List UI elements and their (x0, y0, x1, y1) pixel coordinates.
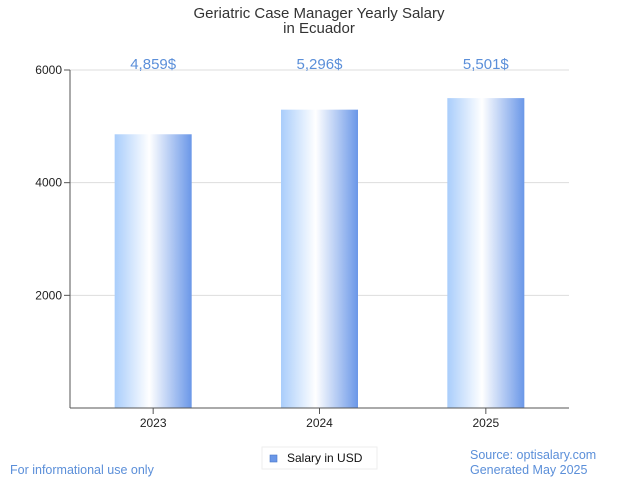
y-tick-label: 6000 (35, 63, 62, 77)
bar-2024 (281, 109, 358, 409)
data-labels: 4,859$ 5,296$ 5,501$ (130, 56, 509, 73)
data-label-2025: 5,501$ (463, 56, 510, 73)
x-tick-label: 2023 (140, 416, 167, 430)
y-tick-label: 2000 (35, 288, 62, 302)
chart-title-line-1: Geriatric Case Manager Yearly Salary (194, 5, 445, 22)
legend-swatch (269, 454, 278, 463)
bar-2023 (114, 134, 192, 408)
generated-text: Generated May 2025 (470, 463, 587, 477)
bar-2025 (447, 98, 525, 408)
axes: 2000 4000 6000 2023 2024 2025 (35, 63, 569, 430)
chart-title-line-2: in Ecuador (283, 20, 355, 37)
legend-label: Salary in USD (287, 451, 363, 465)
x-tick-label: 2024 (306, 416, 333, 430)
y-tick-label: 4000 (35, 176, 62, 190)
legend: Salary in USD (261, 446, 378, 470)
data-label-2024: 5,296$ (297, 56, 344, 73)
bars (114, 98, 525, 409)
source-text: Source: optisalary.com (470, 448, 596, 462)
x-tick-label: 2025 (472, 416, 499, 430)
disclaimer-text: For informational use only (10, 463, 155, 477)
data-label-2023: 4,859$ (130, 56, 177, 73)
legend-box (261, 446, 378, 470)
